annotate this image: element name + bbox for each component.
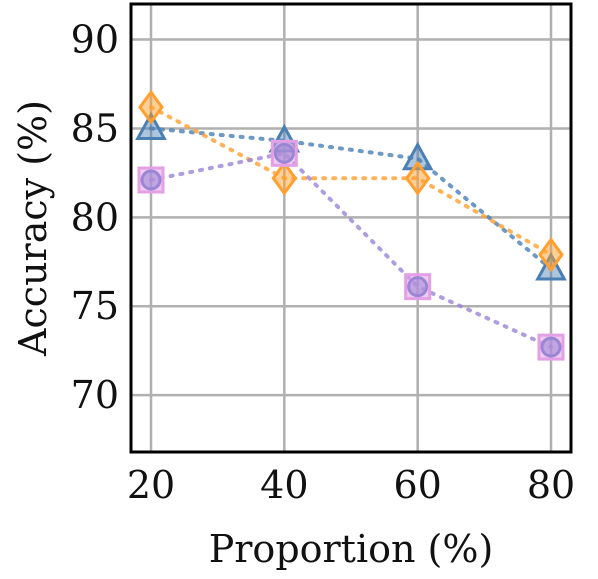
diamond-marker	[538, 237, 564, 273]
diamond-marker	[271, 160, 298, 196]
series-line	[149, 126, 553, 271]
series-line	[149, 105, 553, 257]
grid-layer	[131, 4, 571, 452]
series-layer	[135, 89, 567, 361]
tick-layer: 20 40 60 80 70 75 80 85 90	[71, 18, 576, 507]
circle-marker	[273, 142, 295, 164]
x-tick-label: 40	[260, 463, 308, 507]
y-tick-label: 85	[71, 106, 119, 150]
x-axis-label: Proportion (%)	[209, 527, 494, 571]
y-tick-label: 80	[71, 195, 119, 239]
plot-frame	[129, 2, 573, 454]
series-line	[149, 151, 553, 350]
circle-marker	[407, 276, 429, 298]
circle-marker	[140, 169, 162, 191]
diamond-marker	[404, 160, 431, 196]
x-tick-label: 80	[527, 463, 575, 507]
circle-marker	[540, 336, 562, 358]
y-tick-label: 70	[71, 373, 119, 417]
x-tick-label: 20	[127, 463, 175, 507]
y-tick-label: 90	[71, 18, 119, 62]
diamond-marker	[138, 89, 164, 125]
x-tick-label: 60	[393, 463, 441, 507]
y-axis-label: Accuracy (%)	[11, 100, 55, 357]
y-tick-label: 75	[71, 284, 119, 328]
triangle-marker	[135, 111, 167, 141]
